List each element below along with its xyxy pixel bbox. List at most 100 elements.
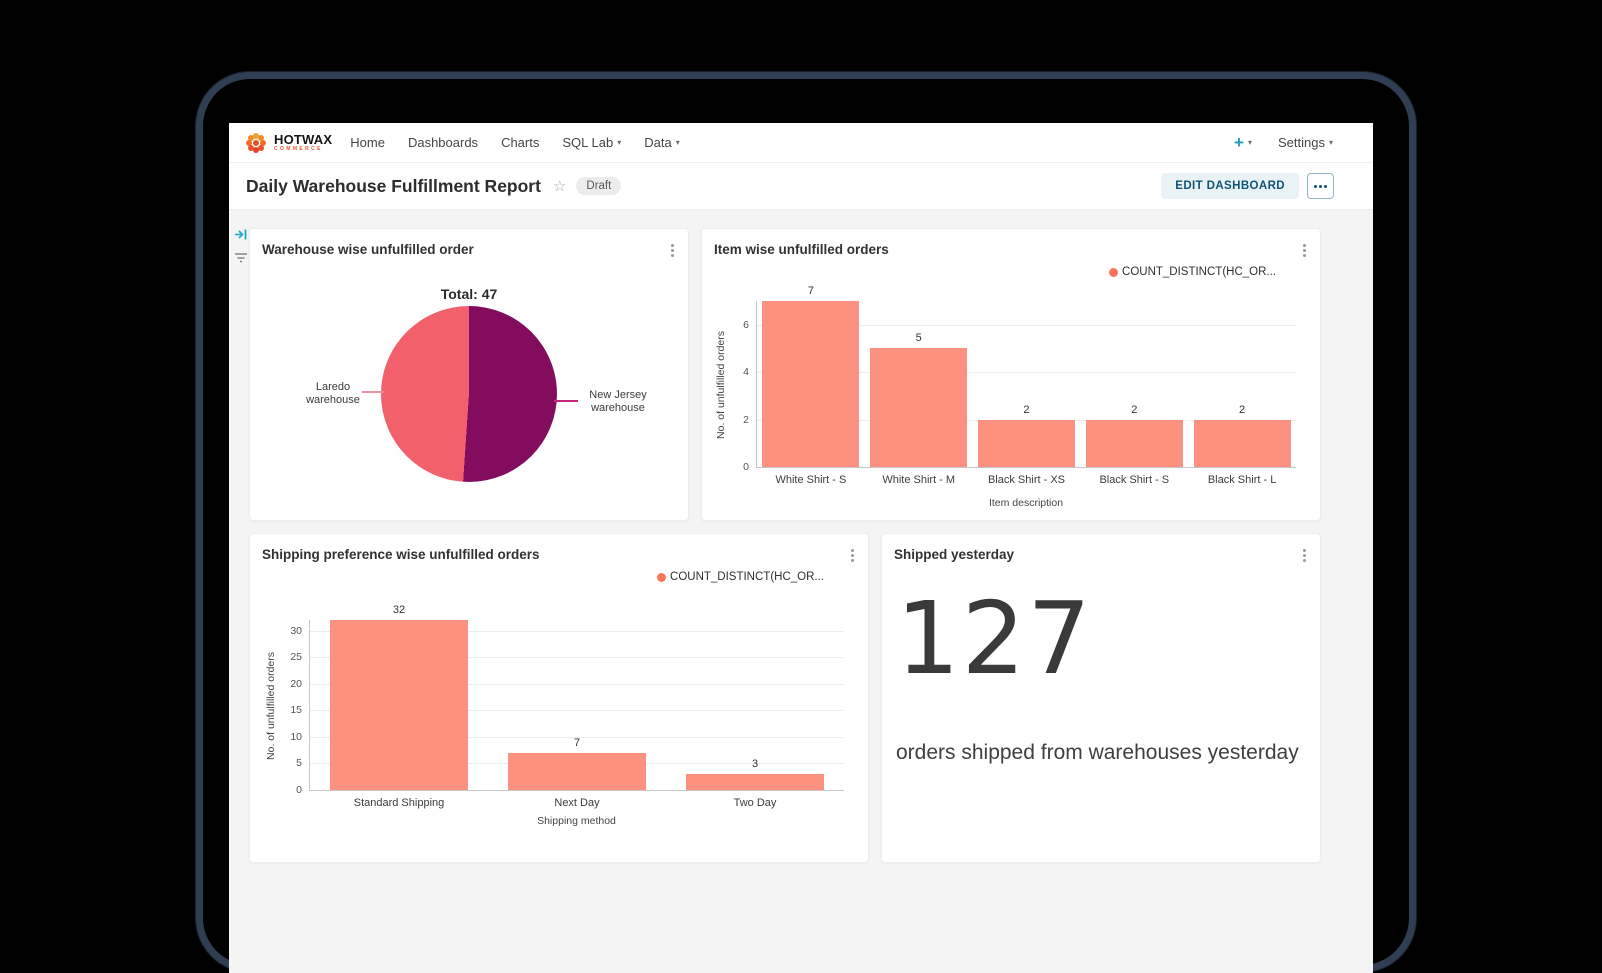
status-badge: Draft [576,177,622,195]
y-axis-tick-label: 0 [743,461,749,473]
x-axis-tick-label: Standard Shipping [353,797,445,809]
create-new-button[interactable]: + ▾ [1234,132,1252,152]
y-axis-tick-label: 25 [290,651,302,664]
nav-item-home-label: Home [350,135,385,150]
x-axis-tick-label: White Shirt - S [775,474,847,486]
y-axis-tick-label: 6 [743,318,749,331]
card-item-bar: Item wise unfulfilled orders COUNT_DISTI… [701,228,1321,521]
x-axis-tick-label: Two Day [733,797,777,809]
big-number-value: 127 [896,580,1093,697]
bar-White Shirt - M[interactable] [870,348,968,467]
bar-value-label: 2 [1131,403,1138,416]
bar-value-label: 32 [392,604,406,616]
bar-Next Day[interactable] [507,752,647,790]
gridline [310,736,844,738]
pie-slice-label-new-jersey: New Jersey warehouse [589,389,647,414]
nav-item-dashboards-label: Dashboards [407,135,479,150]
chart-legend[interactable]: COUNT_DISTINCT(HC_OR... [657,571,824,583]
x-axis-tick-label: Black Shirt - L [1207,474,1277,486]
expand-filter-bar-icon[interactable] [234,228,248,241]
bar-Standard Shipping[interactable] [329,620,469,790]
chart-menu-kebab-icon[interactable] [669,242,676,259]
gridline [310,657,844,659]
hotwax-logo[interactable]: HOTWAX COMMERCE [245,132,332,154]
nav-item-charts-label: Charts [501,135,540,150]
favorite-star-icon[interactable]: ☆ [552,178,567,195]
top-navbar: HOTWAX COMMERCE Home Dashboards Charts S… [229,123,1373,163]
pie-leader-line [362,391,384,393]
gridline [310,683,844,685]
bar-value-label: 2 [1023,403,1030,416]
page-title: Daily Warehouse Fulfillment Report [246,175,541,196]
y-axis-tick-label: 0 [296,784,302,796]
legend-label: COUNT_DISTINCT(HC_OR... [1122,266,1276,278]
bar-plot-area: 0 5 10 15 20 25 30 32 Standard Shipping 7 Next Day… [290,604,844,809]
bar-Black Shirt - XS[interactable] [977,419,1075,467]
nav-right: + ▾ Settings ▾ [1234,132,1333,152]
bar-value-label: 5 [915,332,922,345]
chevron-down-icon: ▾ [617,137,622,147]
nav-items: Home Dashboards Charts SQL Lab ▾ Data ▾ [350,135,679,150]
y-axis-tick-label: 15 [290,704,302,717]
chart-title: Shipped yesterday [894,547,1015,562]
y-axis-tick-label: 5 [296,757,302,770]
filter-bar-rail [231,228,251,273]
settings-label: Settings [1278,135,1325,150]
nav-item-data[interactable]: Data ▾ [644,135,679,150]
chevron-down-icon: ▾ [1328,137,1333,147]
pie-chart[interactable] [381,306,557,482]
x-axis-tick-label: Black Shirt - XS [987,474,1065,486]
bar-Two Day[interactable] [685,774,825,790]
logo-subtitle: COMMERCE [274,145,323,152]
gridline [757,372,1296,374]
filter-icon[interactable] [234,251,248,263]
gridline [310,630,844,632]
card-shipping-bar: Shipping preference wise unfulfilled ord… [249,533,869,863]
header-actions: EDIT DASHBOARD [1161,173,1334,199]
dashboard-header: Daily Warehouse Fulfillment Report ☆ Dra… [229,163,1373,210]
app-window: HOTWAX COMMERCE Home Dashboards Charts S… [229,123,1373,973]
nav-item-charts[interactable]: Charts [501,135,539,150]
chart-title: Shipping preference wise unfulfilled ord… [262,547,540,562]
nav-item-sql-lab[interactable]: SQL Lab ▾ [562,135,621,150]
hotwax-logo-text: HOTWAX COMMERCE [274,133,332,152]
bar-White Shirt - S[interactable] [762,301,860,467]
y-axis-tick-label: 4 [743,366,749,379]
nav-item-data-label: Data [644,135,672,150]
bar-value-label: 7 [807,285,814,297]
chart-menu-kebab-icon[interactable] [1301,547,1308,564]
plus-icon: + [1234,132,1244,152]
legend-dot-icon [1109,267,1119,277]
card-warehouse-pie: Warehouse wise unfulfilled order Total: … [249,228,689,521]
y-axis-tick-label: 2 [743,413,749,426]
bar-value-label: 7 [573,736,581,749]
bar-value-label: 2 [1239,403,1246,416]
chevron-down-icon: ▾ [1247,137,1252,147]
bar-Black Shirt - S[interactable] [1085,419,1183,467]
x-axis-tick-label: Black Shirt - S [1099,474,1170,486]
nav-item-dashboards[interactable]: Dashboards [408,135,478,150]
chart-menu-kebab-icon[interactable] [849,547,856,564]
edit-dashboard-button[interactable]: EDIT DASHBOARD [1161,173,1299,199]
device-frame: HOTWAX COMMERCE Home Dashboards Charts S… [196,72,1416,973]
ellipsis-icon [1314,184,1317,188]
legend-dot-icon [657,572,667,582]
bar-value-label: 3 [751,758,759,771]
bar-Black Shirt - L[interactable] [1193,419,1291,467]
x-axis-title: Item description [988,497,1064,509]
chart-menu-kebab-icon[interactable] [1301,242,1308,259]
nav-item-home[interactable]: Home [350,135,385,150]
chevron-down-icon: ▾ [675,137,680,147]
x-axis-tick-label: White Shirt - M [882,474,956,486]
gridline [310,710,844,712]
settings-menu[interactable]: Settings ▾ [1278,135,1333,150]
more-options-button[interactable] [1307,173,1334,199]
pie-total-label: Total: 47 [440,286,498,302]
x-axis-title: Shipping method [537,815,616,827]
pie-slice-label-laredo: Laredo warehouse [306,381,360,406]
bar-plot-area: 0 2 4 6 7 White Shirt - S 5 White Shirt - M 2 Bla… [743,285,1296,486]
nav-item-sql-lab-label: SQL Lab [562,135,614,150]
gridline [757,324,1296,326]
chart-legend[interactable]: COUNT_DISTINCT(HC_OR... [1109,266,1276,278]
y-axis-tick-label: 10 [290,730,302,743]
